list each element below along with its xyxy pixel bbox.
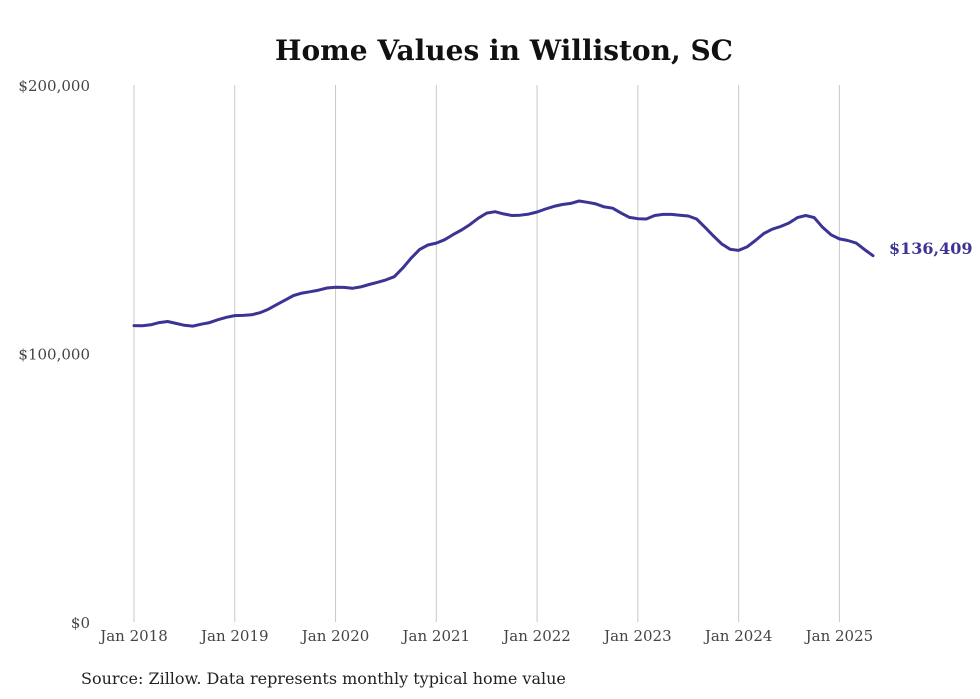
x-tick-label: Jan 2021 [401,627,471,645]
x-tick-label: Jan 2019 [199,627,269,645]
x-tick-label: Jan 2025 [804,627,874,645]
chart-title: Home Values in Williston, SC [275,34,733,67]
x-tick-label: Jan 2024 [703,627,773,645]
x-tick-label: Jan 2022 [501,627,571,645]
x-tick-label: Jan 2018 [98,627,168,645]
y-axis-ticks: $0 $100,000 $200,000 [18,77,90,632]
source-note: Source: Zillow. Data represents monthly … [81,669,566,688]
x-tick-label: Jan 2023 [602,627,672,645]
y-tick-label: $0 [71,614,90,632]
end-value-label: $136,409 [889,239,973,258]
y-tick-label: $100,000 [18,346,90,364]
grid-lines [133,85,840,622]
x-tick-label: Jan 2020 [300,627,370,645]
series-layer [132,199,875,328]
x-axis-ticks: Jan 2018 Jan 2019 Jan 2020 Jan 2021 Jan 2022… [98,627,873,645]
y-tick-label: $200,000 [18,77,90,95]
series-line [132,199,875,328]
